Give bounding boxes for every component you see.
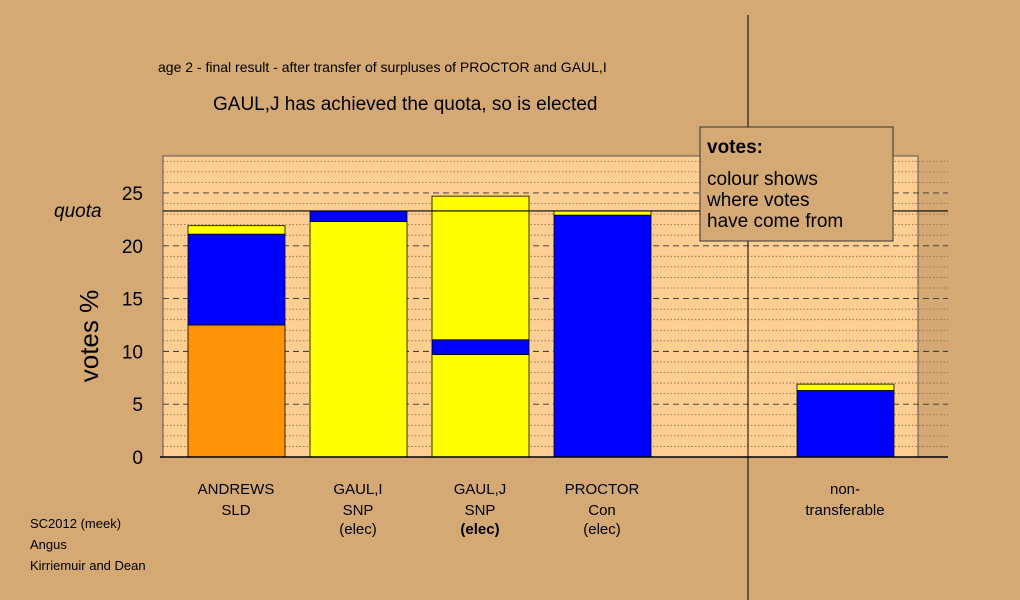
bar-gaulj-segment-snp-2 bbox=[431, 195, 530, 341]
candidate-party-label: SNP bbox=[465, 502, 496, 519]
candidate-name-label: ANDREWS bbox=[198, 481, 275, 498]
candidate-name-label: GAUL,I bbox=[333, 481, 382, 498]
y-tick-label: 10 bbox=[122, 342, 143, 363]
y-tick-label: 15 bbox=[122, 290, 143, 311]
chart-subtitle: GAUL,J has achieved the quota, so is ele… bbox=[213, 94, 597, 115]
bars bbox=[187, 195, 895, 458]
nontransferable-label-line1: non- bbox=[830, 481, 860, 498]
bar-gauli-segment-snp-0 bbox=[309, 221, 408, 458]
quota-label: quota bbox=[54, 201, 102, 222]
legend-box bbox=[699, 126, 894, 242]
footer-info: SC2012 (meek) Angus Kirriemuir and Dean bbox=[30, 513, 146, 576]
legend-line: colour shows bbox=[707, 169, 818, 190]
candidate-party-label: Con bbox=[588, 502, 616, 519]
y-axis-label: votes % bbox=[74, 290, 104, 383]
legend-line: have come from bbox=[707, 211, 843, 232]
bar-gaulj-segment-con-1 bbox=[431, 339, 530, 355]
candidate-status-label: (elec) bbox=[339, 521, 377, 538]
candidate-party-label: SNP bbox=[343, 502, 374, 519]
bar-gauli-segment-con-1 bbox=[309, 210, 408, 222]
nontransferable-label-line2: transferable bbox=[805, 502, 884, 519]
bar-proctor-segment-snp-1 bbox=[553, 210, 652, 216]
candidate-party-label: SLD bbox=[221, 502, 250, 519]
bar-nontransferable-segment-snp-1 bbox=[796, 383, 895, 391]
bar-gaulj-segment-snp-0 bbox=[431, 354, 530, 458]
footer-council: Angus bbox=[30, 537, 67, 552]
y-tick-label: 25 bbox=[122, 184, 143, 205]
bar-andrews-segment-con-1 bbox=[187, 233, 286, 326]
chart-title: age 2 - final result - after transfer of… bbox=[158, 59, 607, 75]
legend-line: where votes bbox=[706, 190, 809, 211]
candidate-status-label: (elec) bbox=[583, 521, 621, 538]
candidate-name-label: PROCTOR bbox=[565, 481, 640, 498]
bar-proctor-segment-con-0 bbox=[553, 214, 652, 458]
footer-election: SC2012 (meek) bbox=[30, 516, 122, 531]
y-tick-label: 5 bbox=[132, 395, 143, 416]
labels: 0 5 10 15 20 25 quota votes % age 2 - final resu… bbox=[54, 59, 894, 538]
candidate-name-label: GAUL,J bbox=[454, 481, 507, 498]
y-tick-label: 20 bbox=[122, 237, 143, 258]
candidate-status-label: (elec) bbox=[460, 521, 499, 538]
bar-andrews-segment-snp-2 bbox=[187, 225, 286, 235]
legend-title: votes: bbox=[707, 137, 763, 158]
y-tick-label: 0 bbox=[132, 448, 143, 469]
footer-ward: Kirriemuir and Dean bbox=[30, 558, 146, 573]
bar-nontransferable-segment-con-0 bbox=[796, 390, 895, 458]
bar-andrews-segment-sld-0 bbox=[187, 324, 286, 458]
